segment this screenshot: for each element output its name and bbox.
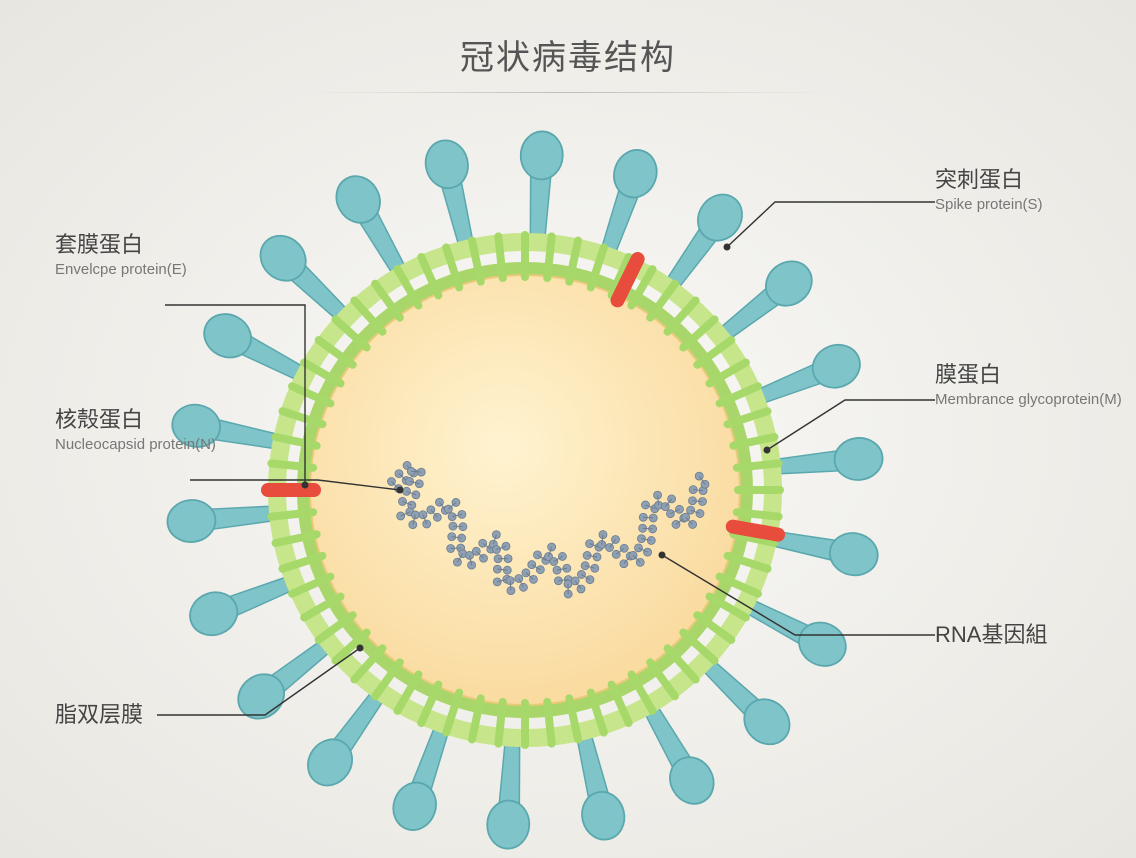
m-protein: [271, 512, 313, 516]
label-membrane: 膜蛋白Membrance glycoprotein(M): [935, 360, 1122, 410]
m-protein: [547, 702, 551, 744]
rna-bead: [675, 505, 683, 513]
leader-dot-lipid: [357, 645, 364, 652]
spike-head: [833, 436, 885, 482]
m-protein: [737, 463, 779, 467]
label-lipid: 脂双层膜: [55, 700, 143, 730]
spike-head: [806, 338, 866, 395]
label-lipid-zh: 脂双层膜: [55, 700, 143, 730]
leader-dot-envelope: [302, 482, 309, 489]
virus-core: [310, 275, 740, 705]
label-rna-zh: RNA基因組: [935, 620, 1047, 650]
spike-head: [166, 498, 218, 544]
label-envelope: 套膜蛋白Envelcpe protein(E): [55, 230, 187, 280]
label-envelope-en: Envelcpe protein(E): [55, 260, 187, 280]
label-envelope-zh: 套膜蛋白: [55, 230, 187, 260]
label-nucleocapsid-en: Nucleocapsid protein(N): [55, 435, 216, 455]
leader-dot-membrane: [764, 447, 771, 454]
label-spike-en: Spike protein(S): [935, 195, 1043, 215]
spike-head: [387, 777, 442, 836]
leader-dot-rna: [659, 552, 666, 559]
label-membrane-en: Membrance glycoprotein(M): [935, 390, 1122, 410]
m-protein: [498, 236, 502, 278]
e-protein: [733, 527, 778, 535]
m-protein: [737, 512, 779, 516]
label-nucleocapsid-zh: 核殼蛋白: [55, 405, 216, 435]
m-protein: [271, 463, 313, 467]
label-spike-zh: 突刺蛋白: [935, 165, 1043, 195]
spike-head: [421, 136, 473, 192]
m-protein: [498, 702, 502, 744]
spike-head: [577, 788, 629, 844]
spike-head: [520, 130, 564, 180]
spike-head: [826, 529, 881, 579]
label-spike: 突刺蛋白Spike protein(S): [935, 165, 1043, 215]
label-membrane-zh: 膜蛋白: [935, 360, 1122, 390]
leader-spike: [727, 202, 935, 247]
label-rna: RNA基因組: [935, 620, 1047, 650]
leader-dot-spike: [724, 244, 731, 251]
leader-dot-nucleocapsid: [397, 487, 404, 494]
spike-head: [608, 144, 663, 203]
spike-head: [486, 800, 530, 850]
m-protein: [547, 236, 551, 278]
spike-head: [184, 585, 244, 642]
label-nucleocapsid: 核殼蛋白Nucleocapsid protein(N): [55, 405, 216, 455]
